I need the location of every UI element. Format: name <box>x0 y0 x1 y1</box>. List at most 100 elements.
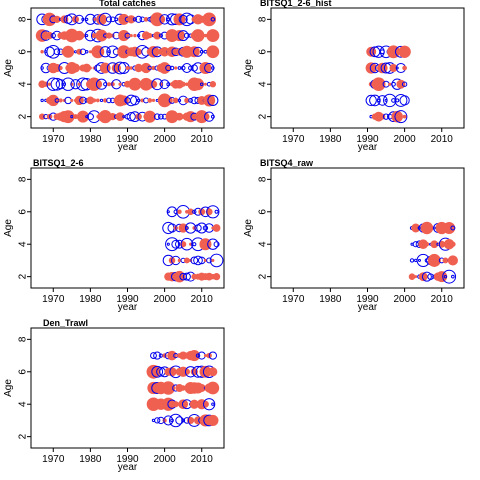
negative-residual-bubble <box>135 15 143 23</box>
negative-residual-bubble <box>211 66 215 70</box>
y-axis-label: Age <box>3 59 14 77</box>
chart-title: BITSQ4_raw <box>260 158 314 168</box>
negative-residual-bubble <box>55 79 66 90</box>
positive-residual-bubble <box>212 273 221 281</box>
negative-residual-bubble <box>199 82 204 86</box>
negative-residual-bubble <box>190 256 199 265</box>
negative-residual-bubble <box>384 98 388 102</box>
negative-residual-bubble <box>427 273 434 280</box>
y-axis-label: Age <box>3 219 14 237</box>
positive-residual-bubble <box>447 255 458 266</box>
negative-residual-bubble <box>451 274 455 279</box>
negative-residual-bubble <box>151 365 164 378</box>
negative-residual-bubble <box>399 95 410 106</box>
positive-residual-bubble <box>167 350 177 361</box>
chart-title: Den_Trawl <box>43 318 88 328</box>
positive-residual-bubble <box>95 98 100 103</box>
negative-residual-bubble <box>177 66 182 70</box>
positive-residual-bubble <box>107 66 111 70</box>
positive-residual-bubble <box>149 80 158 88</box>
x-tick-label: 2010 <box>191 294 214 305</box>
positive-residual-bubble <box>106 82 111 87</box>
negative-residual-bubble <box>158 33 163 38</box>
x-axis-label: year <box>358 302 378 313</box>
positive-residual-bubble <box>450 241 456 247</box>
negative-residual-bubble <box>61 77 75 91</box>
negative-residual-bubble <box>105 16 112 23</box>
x-tick-label: 1970 <box>42 294 65 305</box>
negative-residual-bubble <box>169 65 175 71</box>
negative-residual-bubble <box>180 65 186 71</box>
y-axis-label: Age <box>243 59 254 77</box>
positive-residual-bubble <box>411 223 421 233</box>
negative-residual-bubble <box>130 95 140 106</box>
negative-residual-bubble <box>365 94 377 107</box>
positive-residual-bubble <box>203 33 208 38</box>
positive-residual-bubble <box>365 62 377 74</box>
y-tick-label: 2 <box>258 113 269 119</box>
negative-residual-bubble <box>182 272 191 281</box>
y-tick-label: 8 <box>18 176 29 182</box>
positive-residual-bubble <box>203 94 216 107</box>
negative-residual-bubble <box>170 418 174 423</box>
positive-residual-bubble <box>96 13 107 25</box>
positive-residual-bubble <box>183 257 190 264</box>
negative-residual-bubble <box>86 113 94 121</box>
positive-residual-bubble <box>395 50 399 54</box>
positive-residual-bubble <box>203 258 207 262</box>
positive-residual-bubble <box>442 257 449 264</box>
negative-residual-bubble <box>106 45 119 59</box>
negative-residual-bubble <box>203 49 208 54</box>
x-axis-label: year <box>118 462 138 473</box>
x-axis-label: year <box>118 142 138 153</box>
positive-residual-bubble <box>129 66 133 70</box>
negative-residual-bubble <box>153 113 161 120</box>
chart-panel: 1970 1980 1990 2000 2010 2 4 6 8 Total catches yea… <box>3 0 225 153</box>
y-tick-label: 4 <box>258 81 269 87</box>
negative-residual-bubble <box>421 271 432 282</box>
negative-residual-bubble <box>414 258 418 263</box>
positive-residual-bubble <box>158 62 171 74</box>
positive-residual-bubble <box>188 46 200 58</box>
positive-residual-bubble <box>388 82 392 86</box>
negative-residual-bubble <box>450 225 456 231</box>
positive-residual-bubble <box>61 110 75 124</box>
negative-residual-bubble <box>74 14 84 24</box>
positive-residual-bubble <box>206 45 220 59</box>
negative-residual-bubble <box>192 209 197 214</box>
x-tick-label: 1970 <box>42 134 65 145</box>
negative-residual-bubble <box>166 17 171 22</box>
y-tick-label: 2 <box>18 273 29 279</box>
positive-residual-bubble <box>127 15 136 24</box>
negative-residual-bubble <box>181 63 192 73</box>
positive-residual-bubble <box>91 33 97 39</box>
x-tick-label: 1980 <box>79 454 102 465</box>
x-tick-label: 1980 <box>319 134 342 145</box>
x-tick-label: 2010 <box>191 454 214 465</box>
positive-residual-bubble <box>147 32 153 39</box>
positive-residual-bubble <box>180 241 187 248</box>
negative-residual-bubble <box>192 46 204 57</box>
positive-residual-bubble <box>70 98 74 103</box>
positive-residual-bubble <box>178 399 189 410</box>
y-tick-label: 2 <box>258 273 269 279</box>
negative-residual-bubble <box>166 206 178 218</box>
positive-residual-bubble <box>153 31 162 40</box>
negative-residual-bubble <box>208 351 217 360</box>
positive-residual-bubble <box>88 50 92 54</box>
negative-residual-bubble <box>166 242 170 246</box>
positive-residual-bubble <box>192 78 204 91</box>
positive-residual-bubble <box>129 33 133 38</box>
negative-residual-bubble <box>70 115 74 119</box>
chart-title: BITSQ1_2-6_hist <box>260 0 332 8</box>
x-tick-label: 2000 <box>393 134 416 145</box>
negative-residual-bubble <box>40 98 44 103</box>
negative-residual-bubble <box>192 242 197 247</box>
x-tick-label: 1990 <box>356 134 379 145</box>
x-tick-label: 1970 <box>42 454 65 465</box>
negative-residual-bubble <box>177 30 189 42</box>
negative-residual-bubble <box>79 96 87 105</box>
